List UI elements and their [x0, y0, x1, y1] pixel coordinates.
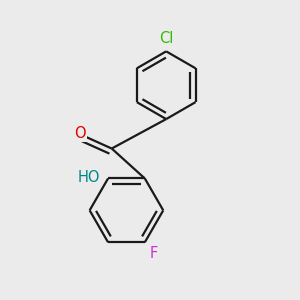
Text: F: F	[150, 246, 158, 261]
Text: O: O	[74, 126, 86, 141]
Text: Cl: Cl	[159, 31, 173, 46]
Text: HO: HO	[78, 170, 100, 185]
